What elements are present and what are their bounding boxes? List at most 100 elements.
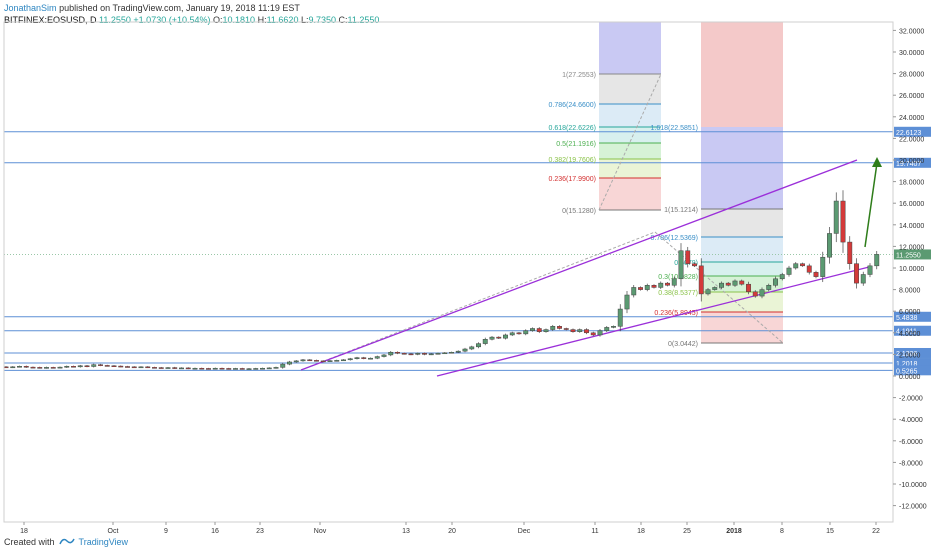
footer-created: Created with <box>4 537 55 547</box>
publish-info: published on TradingView.com, January 19… <box>59 3 300 13</box>
candle-body <box>779 274 785 280</box>
candle-body <box>266 367 272 370</box>
candle-body <box>604 327 610 331</box>
candle-body <box>246 368 252 370</box>
candle-body <box>712 287 718 290</box>
footer-brand[interactable]: TradingView <box>78 537 129 547</box>
x-tick-label: Dec <box>518 528 531 535</box>
candle-body <box>516 332 522 335</box>
candle-body <box>138 366 144 369</box>
fib-label: 0.786(24.6600) <box>549 102 596 109</box>
y-tick-label: 12.0000 <box>899 244 924 251</box>
author-link[interactable]: JonathanSim <box>4 3 57 13</box>
candle-body <box>536 328 542 332</box>
symbol-label: BITFINEX:EOSUSD, D <box>4 15 97 25</box>
footer: Created with TradingView <box>4 536 128 548</box>
candle-body <box>347 358 353 361</box>
y-tick-label: -8.0000 <box>899 460 923 467</box>
candle-body <box>489 336 495 340</box>
price-label-bg <box>894 157 931 168</box>
candle-body <box>172 367 178 369</box>
price-label-bg <box>894 126 931 137</box>
fib-trend-line <box>300 231 656 371</box>
candle-body <box>658 282 664 288</box>
price-label: 11.2550 <box>896 252 921 259</box>
candle-body <box>523 330 529 335</box>
candle-body <box>442 352 448 355</box>
candle-body <box>152 367 157 369</box>
candle-body <box>665 282 670 286</box>
fib-label: 0.236(17.9900) <box>549 176 596 183</box>
x-tick-label: 16 <box>211 528 219 535</box>
y-tick-label: 16.0000 <box>899 201 924 208</box>
fib-band <box>599 22 661 74</box>
candle-body <box>368 357 373 360</box>
price-label: 4.1911 <box>896 329 917 336</box>
x-tick-label: 2018 <box>726 528 742 535</box>
candle-body <box>192 367 198 370</box>
y-tick-label: 6.0000 <box>899 309 921 316</box>
candle-body <box>651 285 657 288</box>
fib-label: 1(27.2553) <box>562 72 596 79</box>
y-tick-label: 0.0000 <box>899 374 921 381</box>
candle-body <box>631 287 637 296</box>
candle-body <box>752 291 758 297</box>
x-tick-label: 9 <box>164 528 168 535</box>
candle-body <box>219 367 225 370</box>
candle-body <box>806 265 812 273</box>
candle-body <box>482 339 488 344</box>
candle-body <box>455 350 461 353</box>
candle-body <box>590 332 596 336</box>
x-tick-label: 15 <box>826 528 834 535</box>
candle-body <box>739 280 745 285</box>
change-value: +1.0730 (+10.54%) <box>133 15 211 25</box>
candle-body <box>725 282 731 286</box>
price-label: 2.1306 <box>896 351 918 358</box>
candle-body <box>577 329 583 332</box>
fib-band <box>701 262 783 276</box>
y-tick-label: 4.0000 <box>899 331 921 338</box>
candle-body <box>395 351 400 354</box>
candle-body <box>833 200 839 234</box>
candle-body <box>57 366 63 369</box>
fib-band <box>599 178 661 210</box>
fib-label: 1(15.1214) <box>664 207 698 214</box>
price-label-bg <box>894 249 931 260</box>
candle-body <box>847 241 853 264</box>
x-tick-label: 11 <box>591 528 598 535</box>
fib-band <box>599 104 661 127</box>
candle-body <box>638 287 643 290</box>
candle-body <box>77 365 83 368</box>
x-tick-label: 20 <box>448 528 456 535</box>
channel-upper <box>300 159 858 371</box>
x-tick-label: 13 <box>402 528 410 535</box>
candle-body <box>293 360 299 363</box>
candle-body <box>678 250 684 280</box>
price-label-bg <box>894 358 931 369</box>
price-label-bg <box>894 325 931 336</box>
candle-body <box>206 368 211 370</box>
candle-body <box>422 353 427 355</box>
candle-body <box>813 272 819 277</box>
candle-body <box>280 363 286 368</box>
x-tick-label: 8 <box>780 528 784 535</box>
fib-label: 1.618(22.5851) <box>651 125 698 132</box>
price-label-bg <box>894 365 931 376</box>
x-tick-label: 25 <box>683 528 691 535</box>
candle-body <box>860 274 866 284</box>
price-label: 22.6123 <box>896 130 921 137</box>
fib-band <box>599 159 661 178</box>
candle-body <box>719 282 724 288</box>
candle-body <box>854 263 859 284</box>
candle-body <box>300 359 306 362</box>
y-tick-label: -10.0000 <box>899 482 927 489</box>
x-tick-label: Nov <box>314 528 327 535</box>
x-tick-label: Oct <box>108 528 119 535</box>
candle-body <box>381 354 387 357</box>
candle-body <box>212 367 218 370</box>
candle-body <box>820 256 826 277</box>
candle-body <box>199 367 205 370</box>
candle-body <box>800 263 805 267</box>
candle-body <box>314 360 319 362</box>
